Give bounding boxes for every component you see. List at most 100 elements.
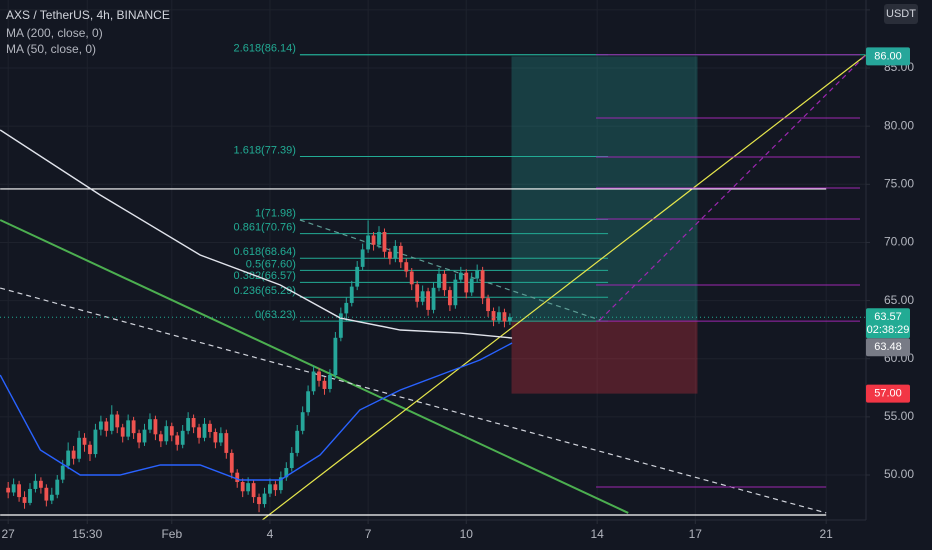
candle-body <box>82 437 87 445</box>
candle-body <box>109 414 114 431</box>
candle-body <box>349 286 354 303</box>
y-tick-label: 80.00 <box>884 118 914 132</box>
trend-line <box>0 287 827 514</box>
price-tag-countdown: 02:38:29 <box>867 324 910 336</box>
candle-body <box>333 337 338 375</box>
candle-body <box>268 484 272 494</box>
candle-body <box>28 488 32 503</box>
x-tick-label: 21 <box>820 527 834 541</box>
candle-body <box>442 273 447 291</box>
candle-body <box>360 249 365 267</box>
candle-body <box>169 426 174 436</box>
candle-body <box>355 266 360 287</box>
candle-body <box>322 380 327 389</box>
candle-body <box>491 311 496 321</box>
candle-body <box>273 484 278 491</box>
y-tick-label: 55.00 <box>884 409 914 423</box>
candle-body <box>131 420 136 434</box>
candle-body <box>507 317 512 322</box>
trend-line <box>299 219 601 321</box>
candle-body <box>464 272 469 293</box>
price-tag <box>866 384 910 403</box>
fib-label: 1.618(77.39) <box>234 144 296 156</box>
y-tick-label: 50.00 <box>884 467 914 481</box>
fib-label: 0.236(65.29) <box>234 285 296 297</box>
candle-body <box>447 290 452 306</box>
moving-average <box>0 129 513 339</box>
candle-body <box>11 484 16 493</box>
candle-body <box>93 429 98 455</box>
fib-label: 0.5(67.60) <box>246 258 296 270</box>
candle-body <box>420 291 425 302</box>
candle-body <box>44 487 49 501</box>
x-tick-label: Feb <box>161 527 182 541</box>
candle-body <box>191 418 196 428</box>
candle-body <box>497 312 501 321</box>
candle-body <box>153 419 158 435</box>
candle-body <box>142 429 147 443</box>
chart-title: AXS / TetherUS, 4h, BINANCE <box>6 8 170 22</box>
candle-body <box>77 437 81 459</box>
candle-body <box>366 235 371 250</box>
candle-body <box>415 284 420 302</box>
x-tick-label: 17 <box>689 527 703 541</box>
candle-body <box>317 371 321 381</box>
price-tag <box>866 47 910 66</box>
candle-body <box>388 251 392 259</box>
candle-body <box>289 452 294 469</box>
candle-body <box>229 452 234 473</box>
price-tag <box>866 338 910 357</box>
candle-body <box>295 430 300 453</box>
candle-body <box>186 418 191 431</box>
candle-body <box>98 421 103 430</box>
candle-body <box>55 479 60 495</box>
candle-body <box>49 494 54 501</box>
candle-body <box>164 426 169 442</box>
candle-body <box>38 480 43 488</box>
candle-body <box>246 483 251 492</box>
position-loss <box>511 320 698 394</box>
candle-body <box>393 245 398 259</box>
price-tag-label: 63.48 <box>874 341 902 353</box>
candle-body <box>382 231 387 252</box>
plot: 2.618(86.14) 1.618(77.39) 1(71.98) 0.861(70… <box>0 43 867 521</box>
x-tick-label: 14 <box>590 527 604 541</box>
candle-body <box>148 419 152 430</box>
trend-line <box>0 219 629 514</box>
axes: 50.0055.0060.0065.0070.0075.0080.0085.00… <box>2 2 915 541</box>
currency-label: USDT <box>886 8 916 20</box>
fib-label: 0.861(70.76) <box>234 222 296 234</box>
candle-body <box>88 444 92 455</box>
fib-label: 2.618(86.14) <box>234 43 296 55</box>
candle-body <box>404 262 409 272</box>
y-tick-label: 75.00 <box>884 176 914 190</box>
candle-body <box>377 231 381 245</box>
candle-body <box>480 270 485 299</box>
currency-badge[interactable] <box>884 4 918 24</box>
price-axis <box>866 0 932 550</box>
x-tick-label: 15:30 <box>72 527 102 541</box>
candle-body <box>213 431 218 443</box>
candle-body <box>371 235 376 245</box>
candle-body <box>218 433 223 443</box>
candle-body <box>338 313 343 338</box>
candle-body <box>224 433 229 453</box>
price-tag-label: 86.00 <box>874 50 902 62</box>
x-tick-label: 4 <box>267 527 274 541</box>
candle-body <box>197 427 201 438</box>
candle-body <box>475 270 480 279</box>
candle-body <box>180 430 185 445</box>
trend-line <box>261 54 867 521</box>
candle-body <box>328 375 332 389</box>
price-tag-label: 63.57 <box>874 311 902 323</box>
x-tick-label: 27 <box>2 527 16 541</box>
candle-body <box>437 273 441 288</box>
candle-body <box>6 487 11 493</box>
x-tick-label: 10 <box>460 527 474 541</box>
candle-body <box>458 272 463 280</box>
candle-body <box>257 497 261 505</box>
candle-body <box>344 302 349 314</box>
price-tag <box>866 308 910 339</box>
